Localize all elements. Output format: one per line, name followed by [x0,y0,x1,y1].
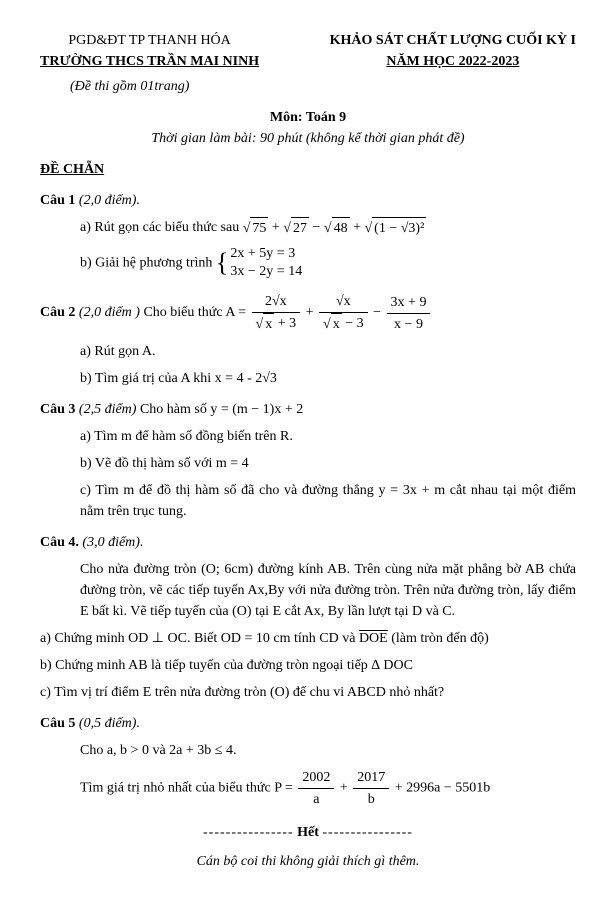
q1-b-text: b) Giải hệ phương trình [80,255,216,270]
q2-f1-num: 2√x [252,291,301,313]
fraction: 2002 a [298,767,334,810]
q1-points: (2,0 điểm). [79,193,140,208]
q2-points: (2,0 điểm ) [79,306,140,321]
sqrt-icon: 27 [283,217,309,239]
footer-note: Cán bộ coi thi không giải thích gì thêm. [40,851,576,872]
q4-a-pre: a) Chứng minh OD ⊥ OC. Biết OD = 10 cm t… [40,631,359,646]
q2-f3-den: x − 9 [387,314,431,335]
q5-lead: Tìm giá trị nhỏ nhất của biểu thức P = [80,781,296,796]
q4-a: a) Chứng minh OD ⊥ OC. Biết OD = 10 cm t… [40,628,576,649]
end-line: ---------------- Hết ---------------- [40,822,576,843]
q5-f2-num: 2017 [353,767,389,789]
exam-title: KHẢO SÁT CHẤT LƯỢNG CUỐI KỲ I [330,30,576,51]
pages-note: (Đề thi gồm 01trang) [70,76,576,97]
end-word: Hết [297,825,322,840]
q3-points: (2,5 điểm) [79,402,137,417]
q1-a-m2: 27 [291,217,309,239]
q3-c: c) Tìm m để đồ thị hàm số đã cho và đườn… [80,480,576,522]
subject-line: Môn: Toán 9 [40,107,576,128]
fraction: 3x + 9 x − 9 [387,292,431,335]
q1-title: Câu 1 (2,0 điểm). [40,190,576,211]
q3-a: a) Tìm m để hàm số đồng biến trên R. [80,426,576,447]
q3-lead: Cho hàm số y = (m − 1)x + 2 [140,402,303,417]
dash-left: ---------------- [203,825,294,840]
q2-title: Câu 2 (2,0 điểm ) Cho biểu thức A = 2√x … [40,291,576,335]
dept-line: PGD&ĐT TP THANH HÓA [40,30,259,51]
q2-f1-den-a: x [263,313,274,335]
q5-cond: Cho a, b > 0 và 2a + 3b ≤ 4. [80,740,576,761]
q4-c: c) Tìm vị trí điểm E trên nửa đường tròn… [40,682,576,703]
q4-points: (3,0 điểm). [82,535,143,550]
fraction: √x x − 3 [319,291,368,335]
q5-tail: + 2996a − 5501b [395,781,491,796]
q1-a-text: a) Rút gọn các biểu thức sau [80,220,243,235]
q3-title: Câu 3 (2,5 điểm) Cho hàm số y = (m − 1)x… [40,399,576,420]
q1-label: Câu 1 [40,193,79,208]
q4-b: b) Chứng minh AB là tiếp tuyến của đường… [40,655,576,676]
header-left: PGD&ĐT TP THANH HÓA TRƯỜNG THCS TRẦN MAI… [40,30,259,72]
exam-year: NĂM HỌC 2022-2023 [330,51,576,72]
system-brace: { 2x + 5y = 3 3x − 2y = 14 [216,245,302,281]
q3-label: Câu 3 [40,402,79,417]
q5-label: Câu 5 [40,716,79,731]
q1-b-eq1: 2x + 5y = 3 [230,245,302,263]
q1-a-m3: 48 [332,217,350,239]
school-line: TRƯỜNG THCS TRẦN MAI NINH [40,51,259,72]
sqrt-icon: (1 − √3)² [364,217,426,239]
sqrt-icon: x [323,313,342,335]
q2-a: a) Rút gọn A. [80,341,576,362]
dash-right: ---------------- [322,825,413,840]
fraction: 2017 b [353,767,389,810]
q2-b: b) Tìm giá trị của A khi x = 4 - 2√3 [80,368,576,389]
q2-f2-den-a: x [331,313,342,335]
q4-a-arc: DOE [359,631,388,646]
header-row: PGD&ĐT TP THANH HÓA TRƯỜNG THCS TRẦN MAI… [40,30,576,72]
section-title: ĐỀ CHẴN [40,159,576,180]
q4-a-post: (làm tròn đến độ) [388,631,489,646]
q2-f2-den-b: − 3 [342,317,364,332]
q1-b-eq2: 3x − 2y = 14 [230,263,302,281]
q4-p1: Cho nửa đường tròn (O; 6cm) đường kính A… [80,559,576,622]
sqrt-icon: x [256,313,275,335]
q2-lead: Cho biểu thức A = [143,306,249,321]
system-rows: 2x + 5y = 3 3x − 2y = 14 [230,245,302,281]
fraction: 2√x x + 3 [252,291,301,335]
q5-title: Câu 5 (0,5 điểm). [40,713,576,734]
q5-expr: Tìm giá trị nhỏ nhất của biểu thức P = 2… [80,767,576,810]
sqrt-icon: 75 [243,217,269,239]
q1-a: a) Rút gọn các biểu thức sau 75 + 27 − 4… [80,217,576,239]
q5-points: (0,5 điểm). [79,716,140,731]
sqrt-icon: 48 [324,217,350,239]
q2-f2-den: x − 3 [319,313,368,335]
q5-f1-num: 2002 [298,767,334,789]
q2-f3-num: 3x + 9 [387,292,431,314]
q1-a-m1: 75 [250,217,268,239]
q2-label: Câu 2 [40,306,79,321]
q3-b: b) Vẽ đồ thị hàm số với m = 4 [80,453,576,474]
time-line: Thời gian làm bài: 90 phút (không kể thờ… [40,128,576,149]
q1-a-m4: (1 − √3)² [372,217,426,239]
q2-f2-num: √x [319,291,368,313]
q1-b: b) Giải hệ phương trình { 2x + 5y = 3 3x… [80,245,576,281]
q2-f1-den: x + 3 [252,313,301,335]
brace-icon: { [216,250,228,276]
q4-title: Câu 4. (3,0 điểm). [40,532,576,553]
header-right: KHẢO SÁT CHẤT LƯỢNG CUỐI KỲ I NĂM HỌC 20… [330,30,576,72]
q2-f1-den-b: + 3 [274,317,296,332]
q4-label: Câu 4. [40,535,82,550]
